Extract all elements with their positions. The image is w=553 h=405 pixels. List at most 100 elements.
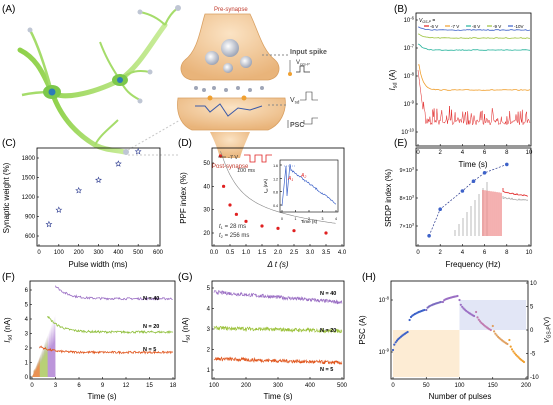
svg-text:Isd (nA): Isd (nA) xyxy=(3,317,14,343)
tick-label: 500 xyxy=(133,250,144,256)
svg-text:t2 = 256 ms: t2 = 256 ms xyxy=(219,233,249,239)
tick-label: 5 xyxy=(207,286,211,292)
tick-label: 6 xyxy=(483,250,487,256)
tick-label: 0 xyxy=(530,328,534,334)
tick-label: 10 xyxy=(526,250,533,256)
tick-label: 4.0 xyxy=(338,250,347,256)
data-point xyxy=(512,350,515,353)
points xyxy=(218,154,328,235)
tick-label: 10-6 xyxy=(404,16,415,25)
decay-trace xyxy=(47,315,174,334)
plot-frame xyxy=(415,147,532,247)
inset-trace xyxy=(281,163,337,207)
vsd-label: V xyxy=(290,97,295,104)
pulse-bands xyxy=(393,300,526,377)
inset-a2: A xyxy=(300,173,305,179)
tick-label: 9×103 xyxy=(399,167,414,175)
series-label: N = 40 xyxy=(143,296,159,302)
inset-a2-sub: 2 xyxy=(303,175,306,179)
tick-label: 900 xyxy=(25,215,36,221)
data-point xyxy=(114,160,122,167)
tick-exp: -10 xyxy=(408,128,415,133)
fit-curve xyxy=(220,151,336,224)
tick-label: 2 xyxy=(207,348,211,354)
tick-label: 4 xyxy=(335,217,337,221)
svg-text:Isd (A): Isd (A) xyxy=(388,69,399,90)
x-ticks: 0 2 4 6 8 10 xyxy=(416,144,533,156)
trace-level xyxy=(417,33,531,39)
trace-level xyxy=(417,26,531,31)
data-point xyxy=(439,300,442,304)
tick-label: 200 xyxy=(521,383,532,389)
tick-label: 150 xyxy=(488,383,499,389)
decay-gray xyxy=(502,196,528,201)
y-axis-unit: (nA) xyxy=(3,317,12,335)
data-point xyxy=(477,318,480,321)
tick-label: 9 xyxy=(101,383,105,389)
y-ticks: 5 4 3 2 1 xyxy=(207,286,214,374)
data-point xyxy=(489,328,492,332)
trace-level xyxy=(417,64,531,91)
inset-y-label: I xyxy=(263,191,268,193)
data-point xyxy=(460,189,465,193)
tick-label: 2 xyxy=(439,150,443,156)
data-point xyxy=(495,334,498,337)
x-axis-label: Frequency (Hz) xyxy=(445,260,500,269)
x-axis-label: Pulse width (ms) xyxy=(68,260,127,269)
data-point xyxy=(55,206,63,213)
trace-level xyxy=(417,43,531,51)
tick-label: 1800 xyxy=(22,156,36,162)
tick-label: 200 xyxy=(241,383,252,389)
y2-ticks: 10 5 0 -5 -10 xyxy=(526,281,539,381)
data-point xyxy=(479,320,482,323)
post-synapse-label: Post-synapse xyxy=(212,164,249,170)
data-point xyxy=(45,220,53,228)
y-ticks: 10-610-710-810-910-10 xyxy=(401,16,418,137)
tick-label: 0.8 xyxy=(273,191,278,195)
tick-base: 10 xyxy=(379,350,386,356)
data-point xyxy=(456,294,459,298)
srdp-line xyxy=(427,162,509,238)
vgsp-sub: GS-P xyxy=(300,62,310,67)
data-point xyxy=(75,186,83,194)
inset-trace-line xyxy=(281,163,337,207)
tick-label: 100 xyxy=(54,250,65,256)
data-point xyxy=(441,300,444,304)
tick-label: 3.5 xyxy=(322,250,331,256)
x-axis-label: Number of pulses xyxy=(429,392,492,401)
trace-group xyxy=(417,26,531,126)
tick-label: 6 xyxy=(483,150,487,156)
y-ticks: 1800 1500 1200 900 600 xyxy=(22,156,39,240)
tick-label: 1 xyxy=(207,368,211,374)
tick-label: 10-10 xyxy=(401,128,414,137)
data-point xyxy=(95,176,102,184)
tick-label: 10-9 xyxy=(379,348,390,357)
data-point xyxy=(459,303,462,306)
tick-label: 3 xyxy=(54,383,58,389)
panel-label: (C) xyxy=(2,138,16,149)
tick-base: 10 xyxy=(404,74,411,80)
legend-label: -8 V xyxy=(472,24,480,29)
tick-label: 1.6 xyxy=(273,164,278,168)
inset-a1: A xyxy=(287,176,292,182)
y-axis-label: I xyxy=(388,87,397,90)
tick-label: 3.0 xyxy=(306,250,315,256)
tick-exp: -9 xyxy=(410,100,414,105)
tick-label: -10 xyxy=(530,375,539,381)
tick-label: 2.0 xyxy=(274,250,283,256)
tick-label: 8 xyxy=(505,250,509,256)
tick-label: 400 xyxy=(113,250,124,256)
data-point xyxy=(513,352,516,355)
tick-label: -5 xyxy=(530,352,536,358)
tick-label: 10-8 xyxy=(379,296,390,305)
legend-title: V xyxy=(419,18,423,24)
tick-label: 100 xyxy=(209,383,220,389)
y-axis-sub: sd xyxy=(393,82,399,88)
panel-f: (F) 6 5 4 3 2 1 0 0 3 6 9 12 15 18 Time (s) Isd (nA)… xyxy=(2,272,177,401)
data-point xyxy=(324,231,328,235)
data-point xyxy=(506,342,509,346)
pulse-trains xyxy=(454,182,529,236)
y-ticks: 50 40 30 20 xyxy=(203,161,214,237)
